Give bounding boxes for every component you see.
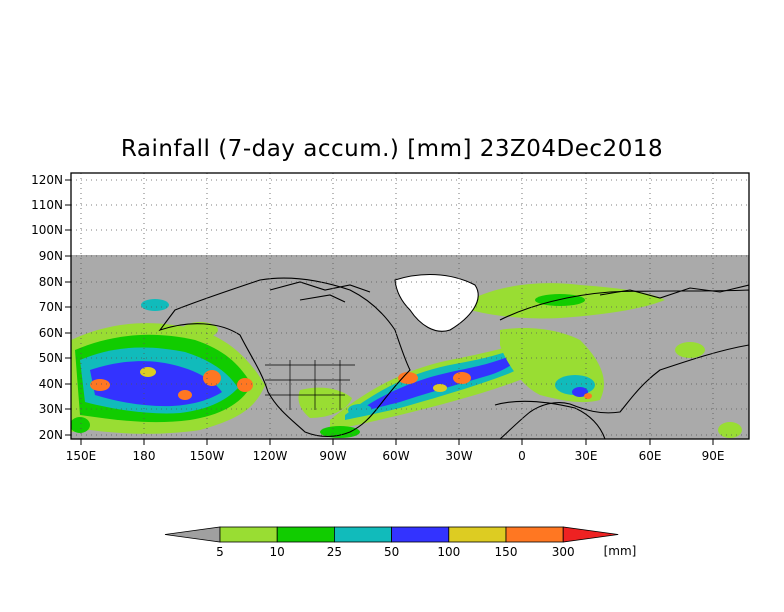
- lon-label: 90E: [702, 449, 725, 463]
- colorbar-label: 50: [384, 545, 399, 559]
- lat-label: 110N: [31, 198, 63, 212]
- colorbar-segment: [333, 526, 392, 543]
- lon-label: 0: [518, 449, 526, 463]
- longitude-axis: 150E 180 150W 120W 90W 60W 30W 0 30E 60E 90E: [66, 439, 725, 463]
- colorbar-label: 25: [327, 545, 342, 559]
- lat-label: 120N: [31, 173, 63, 187]
- lon-label: 150W: [190, 449, 225, 463]
- lon-label: 60W: [382, 449, 409, 463]
- colorbar: 5 10 25 50 100 150 300 [mm]: [164, 526, 637, 559]
- lon-label: 60E: [639, 449, 662, 463]
- lon-label: 120W: [253, 449, 288, 463]
- lat-label: 60N: [39, 326, 63, 340]
- lon-label: 180: [133, 449, 156, 463]
- colorbar-label: 300: [552, 545, 575, 559]
- colorbar-segment: [276, 526, 335, 543]
- lat-label: 80N: [39, 275, 63, 289]
- colorbar-overflow: [562, 526, 619, 543]
- colorbar-segment: [448, 526, 507, 543]
- rainfall-field: [71, 283, 742, 438]
- lat-label: 50N: [39, 351, 63, 365]
- lat-label: 20N: [39, 428, 63, 442]
- lat-label: 30N: [39, 402, 63, 416]
- lat-label: 70N: [39, 300, 63, 314]
- colorbar-underflow: [164, 526, 221, 543]
- plot-frame: [70, 172, 750, 440]
- lat-label: 90N: [39, 249, 63, 263]
- colorbar-segment: [505, 526, 564, 543]
- latitude-axis: 120N 110N 100N 90N 80N 70N 60N 50N 40N 30N 20N: [31, 173, 71, 442]
- coastlines: [158, 274, 749, 439]
- colorbar-label: 5: [216, 545, 224, 559]
- lon-label: 90W: [319, 449, 346, 463]
- lon-label: 30W: [445, 449, 472, 463]
- lon-label: 30E: [575, 449, 598, 463]
- graticule: [71, 173, 749, 439]
- colorbar-label: 100: [437, 545, 460, 559]
- colorbar-segment: [219, 526, 278, 543]
- colorbar-label: 150: [495, 545, 518, 559]
- map-title: Rainfall (7-day accum.) [mm] 23Z04Dec201…: [120, 136, 664, 162]
- colorbar-label: 10: [270, 545, 285, 559]
- lon-label: 150E: [66, 449, 97, 463]
- colorbar-unit: [mm]: [604, 544, 637, 558]
- lat-label: 100N: [31, 223, 63, 237]
- colorbar-segment: [391, 526, 450, 543]
- lat-label: 40N: [39, 377, 63, 391]
